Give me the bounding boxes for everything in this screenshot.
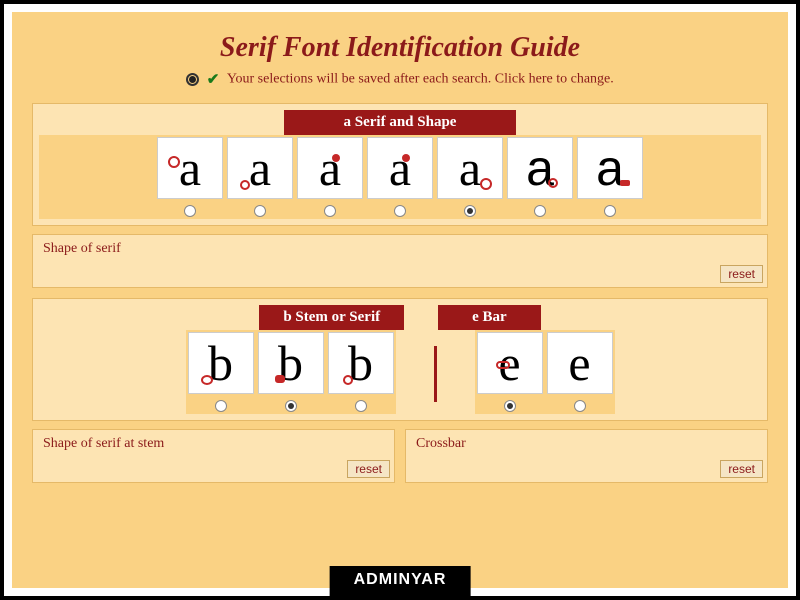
save-radio-icon[interactable] (186, 73, 199, 86)
glyph-a-3[interactable]: a (367, 137, 433, 199)
glyph-a-2[interactable]: a (297, 137, 363, 199)
desc-b-box: Shape of serif at stem reset (32, 429, 395, 483)
radio-b-1[interactable] (285, 400, 297, 412)
glyph-b-2[interactable]: b (328, 332, 394, 394)
section-a-header: a Serif and Shape (284, 110, 517, 135)
section-be-box: b Stem or Serif e Bar b b b e e (32, 298, 768, 421)
glyph-e-1[interactable]: e (547, 332, 613, 394)
desc-e-text: Crossbar (416, 436, 466, 451)
glyph-b-0[interactable]: b (188, 332, 254, 394)
app-frame: Serif Font Identification Guide ✔ Your s… (0, 0, 800, 600)
desc-a-text: Shape of serif (43, 241, 121, 256)
save-instruction-link[interactable]: Your selections will be saved after each… (227, 72, 614, 87)
section-e-header: e Bar (438, 305, 541, 330)
desc-b-text: Shape of serif at stem (43, 436, 164, 451)
radio-a-5[interactable] (534, 205, 546, 217)
section-b-header: b Stem or Serif (259, 305, 404, 330)
radio-e-0[interactable] (504, 400, 516, 412)
radio-a-0[interactable] (184, 205, 196, 217)
radio-b-0[interactable] (215, 400, 227, 412)
subtitle-row: ✔ Your selections will be saved after ea… (32, 70, 768, 89)
section-a-box: a Serif and Shape a a a a a a a (32, 103, 768, 226)
reset-e-button[interactable]: reset (720, 460, 763, 478)
glyph-a-0[interactable]: a (157, 137, 223, 199)
reset-b-button[interactable]: reset (347, 460, 390, 478)
section-e-glyphs: e e (475, 330, 615, 414)
section-a-glyph-row: a a a a a a a (39, 135, 761, 219)
main-panel: Serif Font Identification Guide ✔ Your s… (12, 12, 788, 588)
radio-a-2[interactable] (324, 205, 336, 217)
reset-a-button[interactable]: reset (720, 265, 763, 283)
radio-a-3[interactable] (394, 205, 406, 217)
radio-a-4[interactable] (464, 205, 476, 217)
watermark-label: ADMINYAR (330, 566, 471, 596)
section-be-body: b b b e e (39, 330, 761, 414)
radio-a-1[interactable] (254, 205, 266, 217)
glyph-e-0[interactable]: e (477, 332, 543, 394)
radio-e-1[interactable] (574, 400, 586, 412)
radio-b-2[interactable] (355, 400, 367, 412)
desc-e-box: Crossbar reset (405, 429, 768, 483)
page-title: Serif Font Identification Guide (32, 32, 768, 64)
radio-a-6[interactable] (604, 205, 616, 217)
glyph-a-1[interactable]: a (227, 137, 293, 199)
glyph-a-4[interactable]: a (437, 137, 503, 199)
desc-a-box: Shape of serif reset (32, 234, 768, 288)
glyph-a-6[interactable]: a (577, 137, 643, 199)
glyph-b-1[interactable]: b (258, 332, 324, 394)
check-icon: ✔ (207, 70, 220, 89)
section-b-glyphs: b b b (186, 330, 396, 414)
glyph-a-5[interactable]: a (507, 137, 573, 199)
vertical-separator (434, 346, 437, 402)
